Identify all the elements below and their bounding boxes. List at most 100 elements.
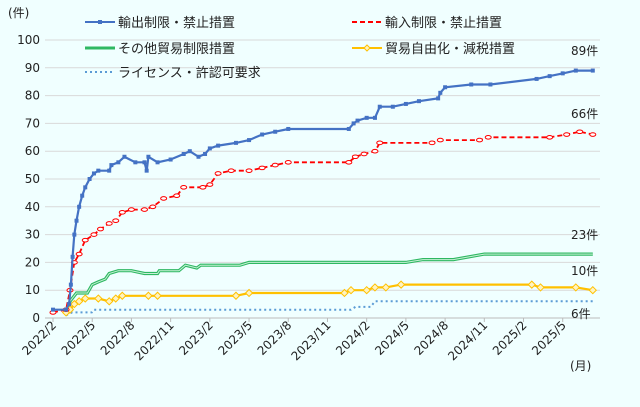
legend-item-0: 輸出制限・禁止措置 <box>85 16 235 31</box>
data-point <box>438 90 443 95</box>
data-point <box>563 132 571 137</box>
legend-label: 貿易自由化・減税措置 <box>385 41 515 57</box>
data-point <box>340 288 349 298</box>
data-point <box>206 182 214 187</box>
data-point <box>72 232 77 237</box>
data-point <box>142 160 147 165</box>
data-point <box>571 283 581 292</box>
data-point <box>258 165 266 171</box>
data-point <box>546 135 554 140</box>
y-tick-label: 0 <box>32 311 40 325</box>
y-tick-label: 40 <box>25 200 40 214</box>
data-point <box>68 282 73 287</box>
series-line <box>65 300 593 317</box>
data-point <box>111 294 120 303</box>
y-tick-label: 90 <box>25 61 40 75</box>
legend-item-2: その他貿易制限措置 <box>85 42 235 57</box>
data-point <box>144 291 153 300</box>
data-point <box>104 297 114 306</box>
x-tick-label: 2022/11 <box>132 318 177 363</box>
series-0 <box>51 68 595 312</box>
data-point <box>74 218 79 223</box>
legend-marker <box>363 44 371 52</box>
series-1 <box>49 129 597 315</box>
data-point <box>377 104 382 109</box>
data-point <box>187 149 192 154</box>
data-point <box>469 82 474 87</box>
x-tick-label: 2024/11 <box>445 318 490 363</box>
legend-label: ライセンス・許認可要求 <box>118 65 261 81</box>
x-tick-label: 2023/11 <box>288 318 333 363</box>
end-value-label: 6件 <box>571 307 591 321</box>
data-point <box>180 185 188 190</box>
data-point <box>67 302 72 307</box>
data-point <box>390 104 395 109</box>
data-point <box>81 294 90 303</box>
data-point <box>83 185 88 190</box>
data-point <box>345 160 353 165</box>
data-point <box>589 132 597 137</box>
data-point <box>588 285 597 295</box>
data-point <box>372 115 377 120</box>
y-axis-unit-label: (件) <box>8 6 29 20</box>
data-point <box>91 171 96 176</box>
data-point <box>590 68 595 73</box>
data-point <box>118 210 126 215</box>
legend-label: 輸出制限・禁止措置 <box>118 16 235 31</box>
data-point <box>94 294 103 303</box>
data-point <box>360 151 368 157</box>
data-point <box>112 218 120 223</box>
x-tick-label: 2022/8 <box>98 318 138 358</box>
data-point <box>233 140 238 145</box>
y-tick-label: 20 <box>25 255 40 269</box>
data-point <box>247 138 252 143</box>
data-point <box>160 196 168 201</box>
y-tick-label: 30 <box>25 228 40 242</box>
data-point <box>484 135 492 140</box>
data-point <box>362 285 371 295</box>
data-point <box>396 280 406 289</box>
data-point <box>96 226 104 232</box>
data-point <box>355 118 360 123</box>
data-point <box>346 126 351 131</box>
data-point <box>168 157 173 162</box>
legend-label: 輸入制限・禁止措置 <box>385 16 502 31</box>
data-point <box>77 204 82 209</box>
data-point <box>403 101 408 106</box>
data-point <box>351 121 356 126</box>
legend-item-1: 輸入制限・禁止措置 <box>352 16 502 31</box>
end-value-label: 23件 <box>571 228 598 242</box>
data-point <box>573 68 578 73</box>
data-point <box>214 171 222 176</box>
legend-label: その他貿易制限措置 <box>118 42 235 57</box>
data-point <box>81 237 89 243</box>
x-tick-label: 2024/2 <box>333 318 373 358</box>
data-point <box>107 168 112 173</box>
legend-item-4: ライセンス・許認可要求 <box>85 65 261 81</box>
data-point <box>381 283 391 292</box>
data-point <box>87 177 92 181</box>
x-tick-label: 2023/2 <box>176 318 216 358</box>
data-point <box>364 115 369 120</box>
x-tick-label: 2022/5 <box>59 318 99 358</box>
data-point <box>173 193 181 198</box>
data-point <box>199 185 207 190</box>
data-point <box>351 154 359 160</box>
x-tick-label: 2025/2 <box>490 318 530 358</box>
data-point <box>428 140 436 146</box>
end-value-label: 66件 <box>571 107 598 121</box>
data-point <box>207 146 212 151</box>
data-point <box>196 154 201 159</box>
legend-marker <box>98 20 102 24</box>
y-tick-label: 60 <box>25 144 40 158</box>
data-point <box>153 291 162 300</box>
data-point <box>116 160 121 165</box>
data-point <box>260 132 265 137</box>
data-point <box>133 160 138 165</box>
data-point <box>527 280 537 289</box>
data-point <box>271 162 279 168</box>
end-value-label: 10件 <box>571 264 598 278</box>
data-point <box>576 129 584 135</box>
x-tick-label: 2025/5 <box>529 318 569 358</box>
data-point <box>90 232 98 237</box>
